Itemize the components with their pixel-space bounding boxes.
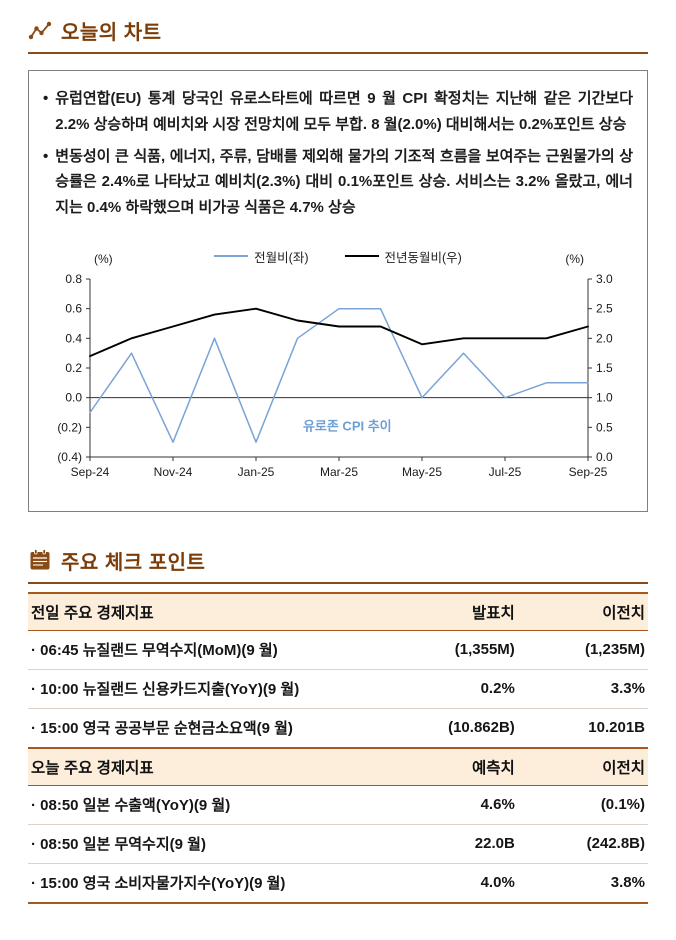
column-header-forecast: 예측치: [400, 746, 518, 786]
svg-text:3.0: 3.0: [596, 272, 613, 286]
bullet-text-cpi-headline: 유럽연합(EU) 통계 당국인 유로스타트에 따르면 9 월 CPI 확정치는 …: [55, 90, 633, 133]
chart-legend: 전월비(좌) 전년동월비(우): [44, 247, 632, 266]
indicator-actual: (10.862B): [400, 708, 518, 749]
indicator-forecast: 4.6%: [400, 785, 518, 825]
indicator-label: · 15:00 영국 소비자물가지수(YoY)(9 월): [28, 863, 400, 904]
indicator-actual: 0.2%: [400, 669, 518, 709]
group-title: 오늘 주요 경제지표: [28, 746, 400, 786]
svg-text:May-25: May-25: [402, 465, 442, 479]
svg-text:1.0: 1.0: [596, 391, 613, 405]
table-group-header-today: 오늘 주요 경제지표 예측치 이전치: [28, 746, 648, 786]
svg-text:2.5: 2.5: [596, 302, 613, 316]
indicator-label: · 06:45 뉴질랜드 무역수지(MoM)(9 월): [28, 630, 400, 670]
indicator-forecast: 22.0B: [400, 824, 518, 864]
bullet-item: • 변동성이 큰 식품, 에너지, 주류, 담배를 제외해 물가의 기조적 흐름…: [43, 144, 633, 221]
bullet-marker: •: [43, 90, 49, 107]
eurozone-cpi-chart: 전월비(좌) 전년동월비(우) 0.8 0.6 0.4 0.2 0.0 (0.2) (0.4…: [44, 243, 632, 495]
legend-label-yoy: 전년동월비(우): [384, 250, 462, 265]
indicator-label: · 10:00 뉴질랜드 신용카드지출(YoY)(9 월): [28, 669, 400, 709]
svg-text:Nov-24: Nov-24: [154, 465, 193, 479]
legend-item-yoy: 전년동월비(우): [344, 247, 462, 266]
svg-text:(0.4): (0.4): [57, 450, 82, 464]
svg-text:Jan-25: Jan-25: [238, 465, 275, 479]
chart-icon: [28, 19, 52, 43]
legend-item-mom: 전월비(좌): [214, 247, 309, 266]
indicator-previous: (242.8B): [517, 824, 648, 864]
chart-summary-box: • 유럽연합(EU) 통계 당국인 유로스타트에 따르면 9 월 CPI 확정치…: [28, 70, 648, 512]
indicator-previous: 3.8%: [517, 863, 648, 904]
table-row: · 15:00 영국 소비자물가지수(YoY)(9 월) 4.0% 3.8%: [28, 863, 648, 904]
svg-text:(0.2): (0.2): [57, 420, 82, 434]
bullet-text-core-cpi: 변동성이 큰 식품, 에너지, 주류, 담배를 제외해 물가의 기조적 흐름을 …: [55, 147, 633, 217]
indicator-label: · 15:00 영국 공공부문 순현금소요액(9 월): [28, 708, 400, 749]
svg-text:0.0: 0.0: [65, 391, 82, 405]
svg-text:1.5: 1.5: [596, 361, 613, 375]
indicator-actual: (1,355M): [400, 630, 518, 670]
table-row: · 08:50 일본 무역수지(9 월) 22.0B (242.8B): [28, 824, 648, 864]
svg-text:(%): (%): [565, 252, 584, 266]
svg-text:0.6: 0.6: [65, 302, 82, 316]
section-title-today-chart: 오늘의 차트: [61, 22, 162, 44]
indicator-previous: 10.201B: [517, 708, 648, 749]
economic-indicators-table: 전일 주요 경제지표 발표치 이전치 · 06:45 뉴질랜드 무역수지(MoM…: [28, 591, 648, 904]
indicator-previous: (1,235M): [517, 630, 648, 670]
report-page: 오늘의 차트 • 유럽연합(EU) 통계 당국인 유로스타트에 따르면 9 월 …: [28, 12, 648, 904]
column-header-previous: 이전치: [517, 591, 648, 631]
bullet-item: • 유럽연합(EU) 통계 당국인 유로스타트에 따르면 9 월 CPI 확정치…: [43, 86, 633, 138]
svg-text:0.4: 0.4: [65, 331, 82, 345]
svg-text:Mar-25: Mar-25: [320, 465, 358, 479]
table-row: · 10:00 뉴질랜드 신용카드지출(YoY)(9 월) 0.2% 3.3%: [28, 669, 648, 709]
svg-text:0.8: 0.8: [65, 272, 82, 286]
cpi-chart-svg: 0.8 0.6 0.4 0.2 0.0 (0.2) (0.4) 3.0 2.5 2.0 1.5 1.0…: [57, 252, 613, 479]
svg-text:2.0: 2.0: [596, 331, 613, 345]
svg-text:Sep-25: Sep-25: [569, 465, 608, 479]
indicator-previous: 3.3%: [517, 669, 648, 709]
legend-line-swatch-yoy: [344, 255, 379, 258]
svg-text:0.5: 0.5: [596, 420, 613, 434]
svg-text:0.0: 0.0: [596, 450, 613, 464]
indicator-label: · 08:50 일본 무역수지(9 월): [28, 824, 400, 864]
section-header-today-chart: 오늘의 차트: [28, 12, 648, 54]
table-row: · 08:50 일본 수출액(YoY)(9 월) 4.6% (0.1%): [28, 785, 648, 825]
section-header-check-points: 주요 체크 포인트: [28, 542, 648, 584]
column-header-actual: 발표치: [400, 591, 518, 631]
table-row: · 15:00 영국 공공부문 순현금소요액(9 월) (10.862B) 10…: [28, 708, 648, 749]
indicator-label: · 08:50 일본 수출액(YoY)(9 월): [28, 785, 400, 825]
section-title-check-points: 주요 체크 포인트: [61, 551, 206, 574]
calendar-icon: [28, 548, 52, 572]
legend-line-swatch-mom: [214, 255, 249, 258]
table-group-header-yesterday: 전일 주요 경제지표 발표치 이전치: [28, 591, 648, 631]
svg-text:Sep-24: Sep-24: [71, 465, 110, 479]
bullet-marker: •: [43, 147, 49, 165]
svg-text:유로존 CPI 추이: 유로존 CPI 추이: [303, 418, 392, 433]
svg-text:Jul-25: Jul-25: [489, 465, 522, 479]
indicator-previous: (0.1%): [517, 785, 648, 825]
check-points-section: 주요 체크 포인트 전일 주요 경제지표 발표치 이전치 · 06:45 뉴질랜…: [28, 542, 648, 904]
indicator-forecast: 4.0%: [400, 863, 518, 904]
column-header-previous: 이전치: [517, 746, 648, 786]
group-title: 전일 주요 경제지표: [28, 591, 400, 631]
table-row: · 06:45 뉴질랜드 무역수지(MoM)(9 월) (1,355M) (1,…: [28, 630, 648, 670]
svg-text:0.2: 0.2: [65, 361, 82, 375]
legend-label-mom: 전월비(좌): [254, 250, 309, 265]
svg-text:(%): (%): [94, 252, 113, 266]
